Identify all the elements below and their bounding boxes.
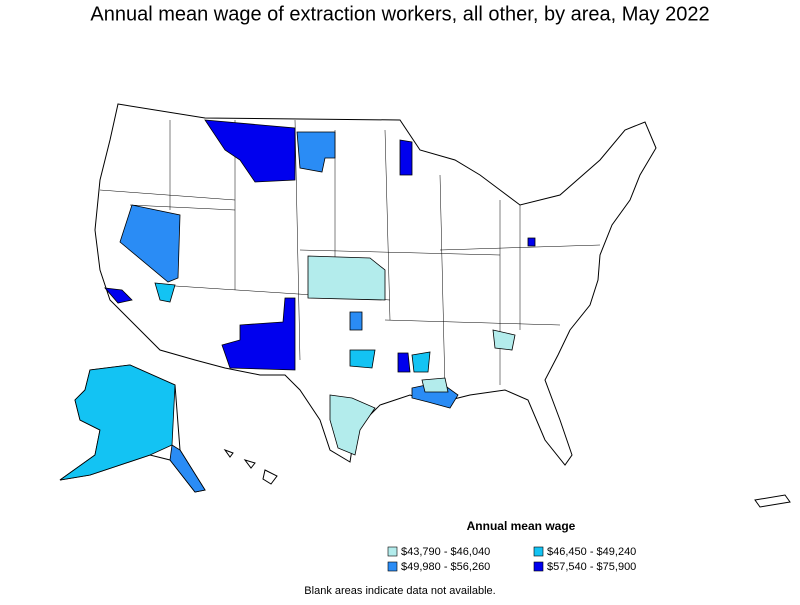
legend-swatch [387, 546, 398, 557]
area-alaska-panhandle [169, 444, 206, 493]
puerto-rico [754, 494, 791, 508]
area-new-mexico [221, 297, 296, 371]
area-mississippi [411, 351, 431, 373]
legend-swatch [387, 561, 398, 572]
legend-label: $57,540 - $75,900 [547, 561, 636, 573]
area-texas-ne [349, 349, 376, 369]
note: Blank areas indicate data not available. [304, 585, 495, 597]
area-kansas [307, 255, 386, 301]
legend-label: $46,450 - $49,240 [547, 546, 636, 558]
area-montana [204, 119, 296, 183]
area-pennsylvania [527, 237, 536, 247]
legend-label: $49,980 - $56,260 [401, 561, 490, 573]
legend-title: Annual mean wage [467, 519, 576, 533]
legend: Annual mean wage $43,790 - $46,040 $46,45… [387, 519, 636, 573]
area-california [104, 287, 133, 304]
area-oklahoma [349, 311, 363, 331]
legend-swatch [533, 561, 544, 572]
area-louisiana-n [397, 352, 411, 373]
area-texas-south [329, 394, 376, 456]
area-nevada [119, 204, 181, 283]
hawaii [223, 448, 278, 485]
legend-label: $43,790 - $46,040 [401, 546, 490, 558]
area-alabama [421, 377, 449, 393]
area-georgia [492, 329, 516, 351]
map-title: Annual mean wage of extraction workers, … [90, 3, 709, 25]
area-north-dakota [296, 131, 336, 173]
legend-swatch [533, 546, 544, 557]
area-arizona [154, 282, 176, 303]
state-borders [99, 119, 601, 391]
map [59, 103, 791, 508]
area-minnesota [399, 139, 413, 176]
area-alaska [59, 364, 176, 481]
